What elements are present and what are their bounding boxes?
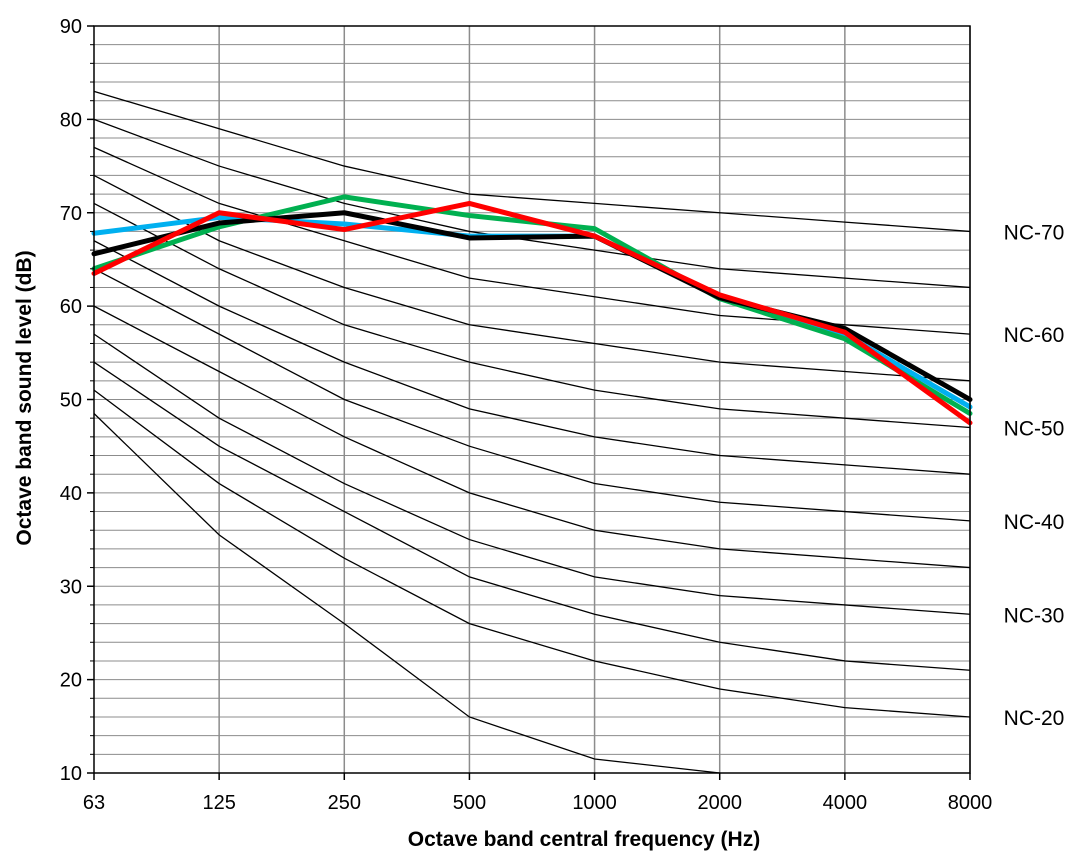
nc-curve-line <box>93 240 971 475</box>
nc-curve-line <box>93 413 720 774</box>
nc-curve-line <box>93 389 971 718</box>
nc-curve-label: NC-50 <box>1004 418 1065 441</box>
nc-curve-line <box>93 305 971 569</box>
nc-curve-label: NC-30 <box>1004 604 1065 627</box>
nc-curve-line <box>93 202 971 429</box>
y-tick-label: 20 <box>60 670 82 692</box>
y-tick-label: 40 <box>60 483 82 505</box>
y-tick-label: 50 <box>60 390 82 412</box>
nc-curve-label: NC-70 <box>1004 221 1065 244</box>
nc-curve-label: NC-20 <box>1004 707 1065 730</box>
series-line <box>91 200 973 426</box>
nc-curve-line <box>93 268 971 522</box>
y-tick-label: 60 <box>60 296 82 318</box>
x-tick-label: 500 <box>453 792 486 814</box>
series-line <box>91 214 973 410</box>
y-tick-label: 90 <box>60 16 82 38</box>
x-tick-label: 125 <box>202 792 235 814</box>
series-line <box>91 210 973 402</box>
y-tick-label: 10 <box>60 763 82 785</box>
nc-curve-line <box>93 118 971 289</box>
y-tick-label: 80 <box>60 109 82 131</box>
nc-curve-label: NC-60 <box>1004 324 1065 347</box>
x-tick-label: 63 <box>83 792 105 814</box>
labels: NC-70 NC-60 NC-50 NC-40 NC-30 NC-20 10 20 30 40 50… <box>60 16 1065 814</box>
nc-curves <box>93 90 971 774</box>
x-tick-label: 2000 <box>697 792 742 814</box>
nc-curve-line <box>93 333 971 615</box>
nc-curve-line <box>93 174 971 382</box>
y-tick-label: 30 <box>60 576 82 598</box>
x-axis-title: Octave band central frequency (Hz) <box>408 828 760 851</box>
nc-curve-line <box>93 361 971 671</box>
nc-curve-label: NC-40 <box>1004 511 1065 534</box>
y-axis-title: Octave band sound level (dB) <box>13 250 36 545</box>
nc-curve-line <box>93 90 971 233</box>
x-tick-label: 1000 <box>572 792 617 814</box>
y-tick-label: 70 <box>60 203 82 225</box>
grid <box>94 26 971 773</box>
data-series <box>91 194 973 426</box>
axes <box>87 25 971 780</box>
x-tick-label: 4000 <box>823 792 868 814</box>
x-tick-label: 8000 <box>948 792 993 814</box>
x-tick-label: 250 <box>328 792 361 814</box>
